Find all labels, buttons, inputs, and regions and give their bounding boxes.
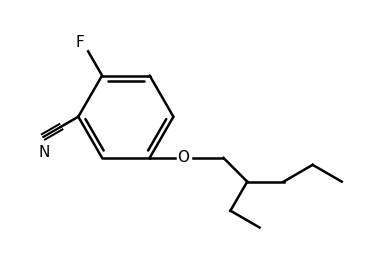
- Text: N: N: [39, 145, 50, 160]
- Text: O: O: [177, 150, 189, 165]
- Text: F: F: [75, 35, 84, 50]
